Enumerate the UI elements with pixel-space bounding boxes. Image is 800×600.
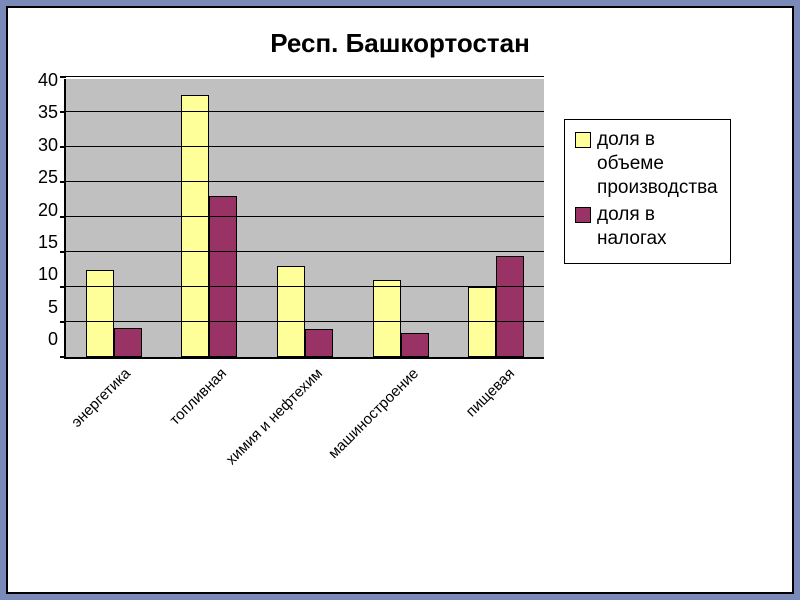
bar bbox=[277, 266, 305, 357]
bar-group bbox=[373, 280, 429, 357]
chart-title: Респ. Башкортостан bbox=[38, 28, 762, 59]
y-tick-label: 5 bbox=[48, 297, 58, 318]
legend-label: доля в налогах bbox=[597, 203, 720, 251]
plot-wrap: 4035302520151050 энергетикатопливнаяхими… bbox=[38, 79, 544, 485]
legend-item: доля в налогах bbox=[575, 203, 720, 251]
y-tick-label: 15 bbox=[38, 232, 58, 253]
legend-swatch bbox=[575, 132, 591, 148]
bar bbox=[181, 95, 209, 358]
x-axis-labels: энергетикатопливнаяхимия и нефтехиммашин… bbox=[64, 365, 544, 485]
bars-container bbox=[66, 79, 544, 357]
legend-item: доля в объеме производства bbox=[575, 128, 720, 199]
bar-group bbox=[277, 266, 333, 357]
y-tick-label: 25 bbox=[38, 167, 58, 188]
gridline bbox=[66, 286, 544, 287]
gridline bbox=[66, 146, 544, 147]
bar bbox=[305, 329, 333, 357]
y-tick-label: 10 bbox=[38, 264, 58, 285]
y-tick bbox=[60, 251, 66, 253]
bar bbox=[401, 333, 429, 358]
bar-group bbox=[468, 256, 524, 358]
gridline bbox=[66, 111, 544, 112]
x-tick-label: пищевая bbox=[492, 365, 591, 464]
chart-container: Респ. Башкортостан 40 35 30 25 20 15 10 5 0 энер… bbox=[6, 6, 794, 594]
y-tick bbox=[60, 111, 66, 113]
y-tick-label: 20 bbox=[38, 200, 58, 221]
gridline bbox=[66, 251, 544, 252]
y-tick-label: 40 bbox=[38, 70, 58, 91]
bar bbox=[468, 287, 496, 357]
bar-group bbox=[86, 270, 142, 358]
gridline bbox=[66, 321, 544, 322]
y-tick bbox=[60, 356, 66, 358]
bar bbox=[373, 280, 401, 357]
y-tick-label: 30 bbox=[38, 135, 58, 156]
legend: доля в объеме производствадоля в налогах bbox=[564, 119, 731, 264]
legend-label: доля в объеме производства bbox=[597, 128, 720, 199]
y-tick-label: 0 bbox=[48, 329, 58, 350]
y-tick bbox=[60, 286, 66, 288]
y-tick bbox=[60, 146, 66, 148]
gridline bbox=[66, 181, 544, 182]
y-tick-label: 35 bbox=[38, 102, 58, 123]
y-tick bbox=[60, 321, 66, 323]
bar bbox=[209, 196, 237, 357]
gridline bbox=[66, 76, 544, 77]
plot-area bbox=[64, 79, 544, 359]
bar bbox=[496, 256, 524, 358]
bar bbox=[86, 270, 114, 358]
bar-group bbox=[181, 95, 237, 358]
legend-swatch bbox=[575, 207, 591, 223]
bar bbox=[114, 328, 142, 357]
y-tick bbox=[60, 216, 66, 218]
outer-frame: Респ. Башкортостан 40 35 30 25 20 15 10 5 0 энер… bbox=[0, 0, 800, 600]
y-tick bbox=[60, 181, 66, 183]
y-tick bbox=[60, 76, 66, 78]
gridline bbox=[66, 216, 544, 217]
chart-body: 4035302520151050 энергетикатопливнаяхими… bbox=[38, 79, 762, 485]
